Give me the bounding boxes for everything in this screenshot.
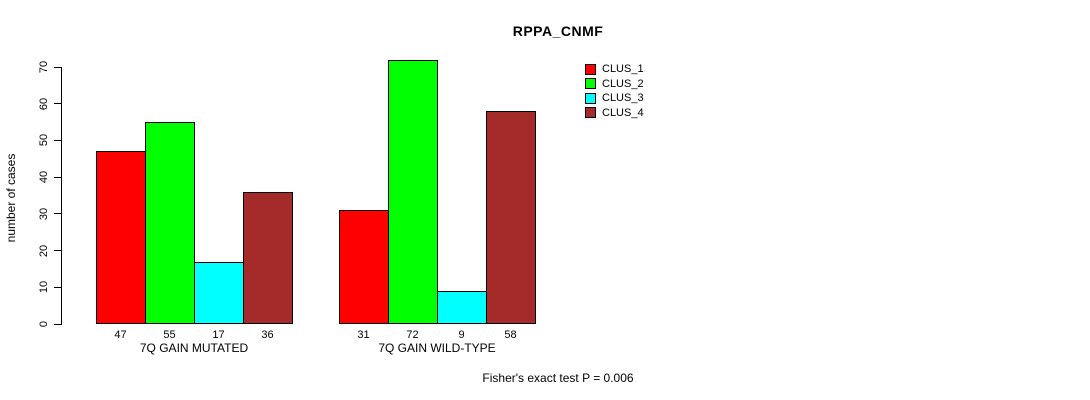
- category-label: 7Q GAIN WILD-TYPE: [378, 341, 496, 355]
- legend-item-clus_2: CLUS_2: [585, 77, 644, 91]
- y-axis-line: [61, 67, 62, 325]
- legend: CLUS_1 CLUS_2 CLUS_3 CLUS_4: [585, 62, 644, 120]
- footnote-fisher-test: Fisher's exact test P = 0.006: [482, 371, 634, 385]
- y-tick-label: 10: [38, 281, 50, 294]
- y-tick-mark: [54, 139, 61, 141]
- bar-value-label: 58: [504, 329, 517, 341]
- legend-item-clus_3: CLUS_3: [585, 91, 644, 105]
- legend-label: CLUS_1: [602, 63, 644, 75]
- bar-value-label: 9: [458, 329, 465, 341]
- y-tick-mark: [54, 103, 61, 105]
- y-tick-mark: [54, 213, 61, 215]
- y-tick-label: 40: [38, 171, 50, 184]
- y-tick-label: 70: [38, 60, 50, 74]
- y-tick-mark: [54, 176, 61, 178]
- bar-clus_3-2: [437, 291, 487, 324]
- bar-clus_2-2: [388, 60, 438, 324]
- bar-value-label: 31: [357, 329, 370, 341]
- bar-value-label: 72: [406, 329, 419, 341]
- y-tick-mark: [54, 250, 61, 252]
- y-tick-mark: [54, 66, 61, 68]
- y-tick-mark: [54, 323, 61, 325]
- y-tick-label: 20: [38, 244, 50, 257]
- category-label: 7Q GAIN MUTATED: [139, 341, 249, 355]
- bar-value-label: 36: [261, 329, 274, 341]
- legend-label: CLUS_2: [602, 77, 644, 90]
- y-axis-title: number of cases: [4, 153, 18, 243]
- legend-swatch: [585, 78, 596, 89]
- bar-value-label: 47: [114, 329, 127, 341]
- bar-value-label: 17: [212, 329, 225, 341]
- bar-clus_1-2: [339, 210, 389, 324]
- y-tick-label: 60: [38, 97, 50, 110]
- chart-title: RPPA_CNMF: [512, 23, 604, 39]
- legend-item-clus_4: CLUS_4: [585, 106, 644, 120]
- legend-swatch: [585, 92, 596, 104]
- legend-swatch: [585, 107, 596, 118]
- bar-clus_2-1: [145, 122, 195, 324]
- y-tick-label: 0: [38, 320, 50, 328]
- bar-clus_3-1: [194, 262, 244, 324]
- bar-clus_1-1: [96, 151, 146, 324]
- y-tick-label: 50: [38, 134, 50, 147]
- legend-label: CLUS_3: [602, 92, 644, 104]
- bar-clus_4-1: [243, 192, 293, 324]
- y-tick-label: 30: [38, 207, 50, 220]
- legend-label: CLUS_4: [602, 106, 644, 119]
- legend-item-clus_1: CLUS_1: [585, 62, 644, 76]
- bar-clus_4-2: [486, 111, 536, 324]
- bar-value-label: 55: [163, 329, 176, 341]
- y-tick-mark: [54, 286, 61, 288]
- legend-swatch: [585, 63, 596, 75]
